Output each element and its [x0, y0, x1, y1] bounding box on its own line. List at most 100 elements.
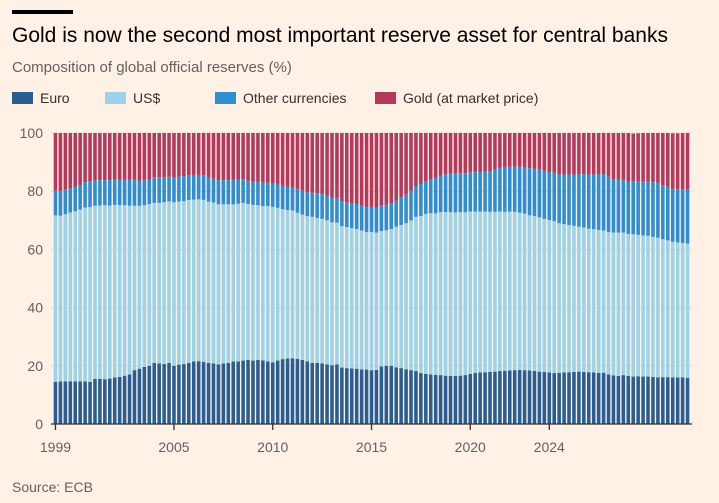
- bar-euro-89: [493, 371, 497, 424]
- bar-other-currencies-66: [379, 205, 384, 232]
- bar-gold-at-market-price-0: [53, 133, 58, 191]
- legend-item-euro: Euro: [12, 90, 105, 106]
- bar-other-currencies-116: [626, 181, 631, 234]
- bar-other-currencies-3: [68, 188, 73, 213]
- bar-us-60: [349, 228, 354, 369]
- legend-label-euro: Euro: [40, 90, 70, 106]
- bar-other-currencies-73: [414, 185, 418, 217]
- bar-gold-at-market-price-58: [340, 133, 344, 202]
- bar-gold-at-market-price-72: [409, 133, 413, 191]
- bar-other-currencies-9: [98, 180, 102, 206]
- bar-other-currencies-55: [325, 195, 329, 221]
- bar-other-currencies-6: [83, 182, 87, 208]
- bar-us-121: [651, 236, 655, 377]
- bar-other-currencies-111: [601, 174, 606, 231]
- bar-us-125: [670, 241, 675, 378]
- bar-other-currencies-34: [221, 180, 226, 205]
- bar-euro-34: [221, 363, 226, 424]
- bar-other-currencies-82: [458, 173, 463, 213]
- bar-other-currencies-32: [211, 178, 216, 203]
- bar-gold-at-market-price-33: [216, 133, 221, 181]
- bar-gold-at-market-price-77: [433, 133, 438, 178]
- bar-other-currencies-77: [433, 177, 438, 214]
- bar-other-currencies-16: [132, 179, 137, 206]
- bar-gold-at-market-price-123: [661, 133, 665, 186]
- bar-us-112: [606, 231, 611, 375]
- bar-other-currencies-85: [473, 172, 477, 212]
- bar-other-currencies-118: [636, 181, 640, 235]
- bar-euro-25: [177, 364, 181, 424]
- bar-us-93: [512, 211, 517, 371]
- bar-other-currencies-0: [53, 190, 58, 216]
- bar-other-currencies-88: [488, 171, 492, 212]
- bar-gold-at-market-price-124: [666, 133, 670, 187]
- bar-us-81: [453, 212, 458, 376]
- bar-euro-107: [582, 371, 586, 424]
- bar-euro-128: [685, 377, 690, 424]
- bar-euro-54: [320, 363, 324, 424]
- bar-gold-at-market-price-101: [552, 133, 556, 173]
- bar-us-75: [424, 213, 428, 374]
- bar-us-55: [325, 220, 329, 365]
- bar-other-currencies-42: [261, 182, 265, 207]
- legend-swatch-gold: [375, 92, 396, 104]
- bar-other-currencies-62: [359, 205, 364, 231]
- bar-other-currencies-12: [112, 179, 117, 205]
- bar-other-currencies-59: [345, 202, 349, 227]
- bar-gold-at-market-price-23: [167, 133, 171, 177]
- bar-us-65: [374, 232, 379, 370]
- bar-gold-at-market-price-50: [300, 133, 305, 191]
- bar-other-currencies-119: [641, 181, 645, 236]
- bar-other-currencies-10: [103, 180, 107, 206]
- bar-euro-57: [335, 364, 339, 424]
- bar-other-currencies-47: [285, 186, 290, 211]
- bar-us-111: [601, 230, 606, 373]
- bar-gold-at-market-price-110: [596, 133, 601, 175]
- bar-euro-29: [196, 361, 201, 424]
- legend-swatch-euro: [12, 92, 33, 104]
- bar-euro-118: [636, 376, 640, 424]
- bar-other-currencies-86: [478, 171, 482, 212]
- bar-gold-at-market-price-125: [670, 133, 675, 189]
- bar-us-96: [527, 215, 532, 371]
- bar-euro-84: [468, 373, 473, 424]
- bar-us-24: [172, 202, 176, 366]
- bar-other-currencies-94: [517, 166, 522, 213]
- bar-us-29: [196, 199, 201, 362]
- bar-gold-at-market-price-67: [384, 133, 389, 205]
- bar-euro-47: [285, 358, 290, 424]
- bar-us-56: [330, 222, 334, 366]
- bar-gold-at-market-price-113: [611, 133, 616, 180]
- stacked-bar-chart: 0 20 40 60 80 100 1999 2005 2010 2015 2020 2024: [20, 125, 692, 455]
- bar-euro-2: [63, 381, 68, 424]
- bar-euro-48: [290, 358, 295, 424]
- bar-euro-3: [68, 381, 73, 424]
- bar-us-34: [221, 204, 226, 364]
- bar-us-9: [98, 205, 102, 379]
- bar-other-currencies-48: [290, 187, 295, 211]
- bar-us-46: [280, 209, 285, 360]
- bar-us-77: [433, 213, 438, 375]
- bar-euro-41: [256, 359, 260, 424]
- bar-gold-at-market-price-40: [251, 133, 255, 182]
- bar-other-currencies-25: [177, 176, 181, 202]
- bar-other-currencies-61: [354, 204, 359, 230]
- bar-euro-33: [216, 364, 221, 424]
- bar-us-110: [596, 229, 601, 373]
- bar-gold-at-market-price-85: [473, 133, 477, 173]
- bar-gold-at-market-price-27: [187, 133, 191, 176]
- bar-other-currencies-128: [685, 189, 690, 244]
- bar-other-currencies-13: [117, 180, 122, 206]
- bar-gold-at-market-price-17: [137, 133, 142, 181]
- bar-us-10: [103, 205, 107, 380]
- bar-us-98: [537, 217, 542, 372]
- bar-us-86: [478, 211, 482, 373]
- bar-euro-20: [152, 362, 157, 424]
- bar-other-currencies-67: [384, 204, 389, 231]
- bar-euro-120: [646, 376, 650, 424]
- bar-other-currencies-112: [606, 176, 611, 232]
- bar-us-101: [552, 221, 556, 374]
- bar-gold-at-market-price-53: [315, 133, 319, 194]
- bar-gold-at-market-price-127: [680, 133, 685, 190]
- bar-euro-99: [542, 371, 547, 424]
